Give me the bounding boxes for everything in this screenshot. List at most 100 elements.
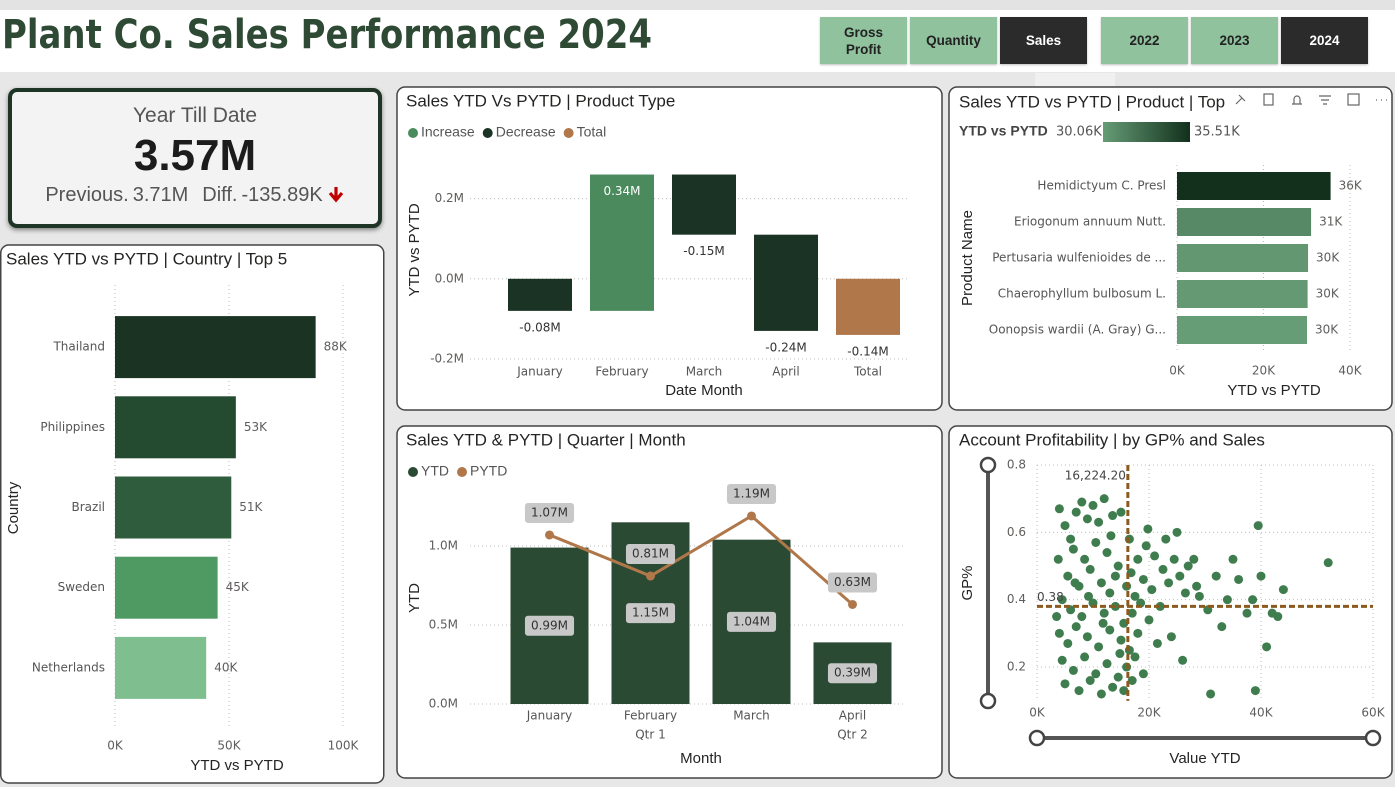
data-label: -0.15M: [683, 244, 724, 258]
slicer-button[interactable]: Gross Profit: [820, 17, 907, 64]
point: [1066, 534, 1076, 544]
color-scale-title: YTD vs PYTD: [959, 123, 1048, 139]
point: [1115, 649, 1125, 659]
x-tick-label: January: [516, 365, 563, 379]
x-axis-title: YTD vs PYTD: [1227, 382, 1321, 399]
y-tick-label: 0.8: [1007, 458, 1026, 472]
chart-title: Sales YTD vs PYTD | Product | Top: [959, 92, 1225, 111]
slicer-label[interactable]: 2023: [1219, 33, 1250, 48]
bar: [115, 396, 236, 459]
card: [948, 425, 1393, 779]
data-label: 1.15M: [632, 606, 669, 620]
data-label-box: [827, 663, 878, 684]
range-slider[interactable]: [979, 456, 1382, 747]
point: [1119, 686, 1129, 696]
category-label: Thailand: [52, 340, 105, 354]
point: [1085, 564, 1095, 574]
bar: [115, 476, 232, 539]
point: [1080, 554, 1090, 564]
slicer-button[interactable]: 2024: [1281, 17, 1368, 64]
data-label: 0.34M: [603, 184, 640, 198]
slicer-label[interactable]: 2022: [1129, 33, 1160, 48]
point: [1070, 578, 1080, 588]
slicer-label[interactable]: Gross Profit: [843, 24, 884, 57]
data-label: 1.04M: [733, 614, 770, 628]
slicer-button[interactable]: Quantity: [910, 17, 997, 64]
legend-label: YTD: [421, 463, 449, 479]
x-tick-label: 0K: [1029, 706, 1046, 720]
card: [396, 86, 943, 411]
reference-label: 0.38: [1037, 590, 1064, 604]
slicer-button[interactable]: Sales: [1000, 17, 1087, 64]
point: [1192, 581, 1202, 591]
measure-slicer: Gross Profit Quantity Sales: [820, 17, 1087, 64]
data-label-box: [625, 544, 676, 565]
category-label: Hemidictyum C. Presl: [1037, 179, 1166, 193]
slider-handle[interactable]: [1028, 729, 1046, 747]
y-axis-title: GP%: [959, 565, 976, 600]
point: [1071, 507, 1081, 517]
slicer-label[interactable]: Quantity: [926, 33, 981, 48]
bar: [115, 556, 218, 619]
point: [1124, 534, 1134, 544]
point: [1057, 655, 1067, 665]
point: [1102, 548, 1112, 558]
point: [1052, 612, 1062, 622]
point: [1082, 632, 1092, 642]
x-tick-label: 20K: [1137, 706, 1161, 720]
point: [1063, 571, 1073, 581]
visual-icons: [1228, 90, 1390, 110]
x-tick-label: April: [772, 365, 799, 379]
bar: [115, 636, 207, 699]
data-label: 30K: [1316, 251, 1340, 265]
point: [1133, 628, 1143, 638]
point: [1253, 521, 1263, 531]
x-tick-label: March: [686, 365, 723, 379]
bar: [754, 234, 818, 331]
point: [1054, 628, 1064, 638]
x-tick-label: 60K: [1361, 706, 1385, 720]
slider-handle[interactable]: [979, 456, 997, 474]
y-tick-label: 0.0M: [435, 271, 464, 285]
kpi-previous: 3.71M: [132, 184, 189, 206]
legend-label: Total: [577, 124, 607, 140]
chart-title: Account Profitability | by GP% and Sales: [959, 430, 1265, 449]
point: [1119, 618, 1129, 628]
data-label-box: [524, 502, 575, 523]
y-tick-label: 1.0M: [429, 539, 458, 553]
x-tick-label: February: [595, 365, 648, 379]
slicer-label[interactable]: Sales: [1025, 33, 1062, 48]
point: [1110, 571, 1120, 581]
point: [1166, 632, 1176, 642]
point: [1116, 507, 1126, 517]
data-label: 1.19M: [733, 486, 770, 500]
x-tick-label: 20K: [1252, 364, 1276, 378]
x-tick-label: January: [526, 709, 573, 723]
slider-handle[interactable]: [1364, 729, 1382, 747]
data-label: 0.81M: [632, 547, 669, 561]
point: [1113, 561, 1123, 571]
category-label: Chaerophyllum bulbosum L.: [998, 287, 1166, 301]
point: [1175, 571, 1185, 581]
point: [1063, 638, 1073, 648]
bar: [1177, 172, 1331, 200]
point: [1094, 642, 1104, 652]
point: [1060, 679, 1070, 689]
x-tick-label: 0K: [107, 739, 124, 753]
legend-label: PYTD: [470, 463, 507, 479]
slicer-label[interactable]: 2024: [1309, 33, 1340, 48]
legend-label: Decrease: [496, 124, 556, 140]
slicer-button[interactable]: 2022: [1101, 17, 1188, 64]
slicer-button[interactable]: 2023: [1191, 17, 1278, 64]
point: [1178, 655, 1188, 665]
point: [1127, 675, 1137, 685]
point: [1054, 504, 1064, 514]
x-tick-label: 0K: [1169, 364, 1186, 378]
point: [1057, 595, 1067, 605]
legend-swatch: [563, 128, 574, 138]
point: [1096, 689, 1106, 699]
slider-handle[interactable]: [979, 692, 997, 710]
point: [1060, 521, 1070, 531]
legend-swatch: [457, 467, 467, 477]
